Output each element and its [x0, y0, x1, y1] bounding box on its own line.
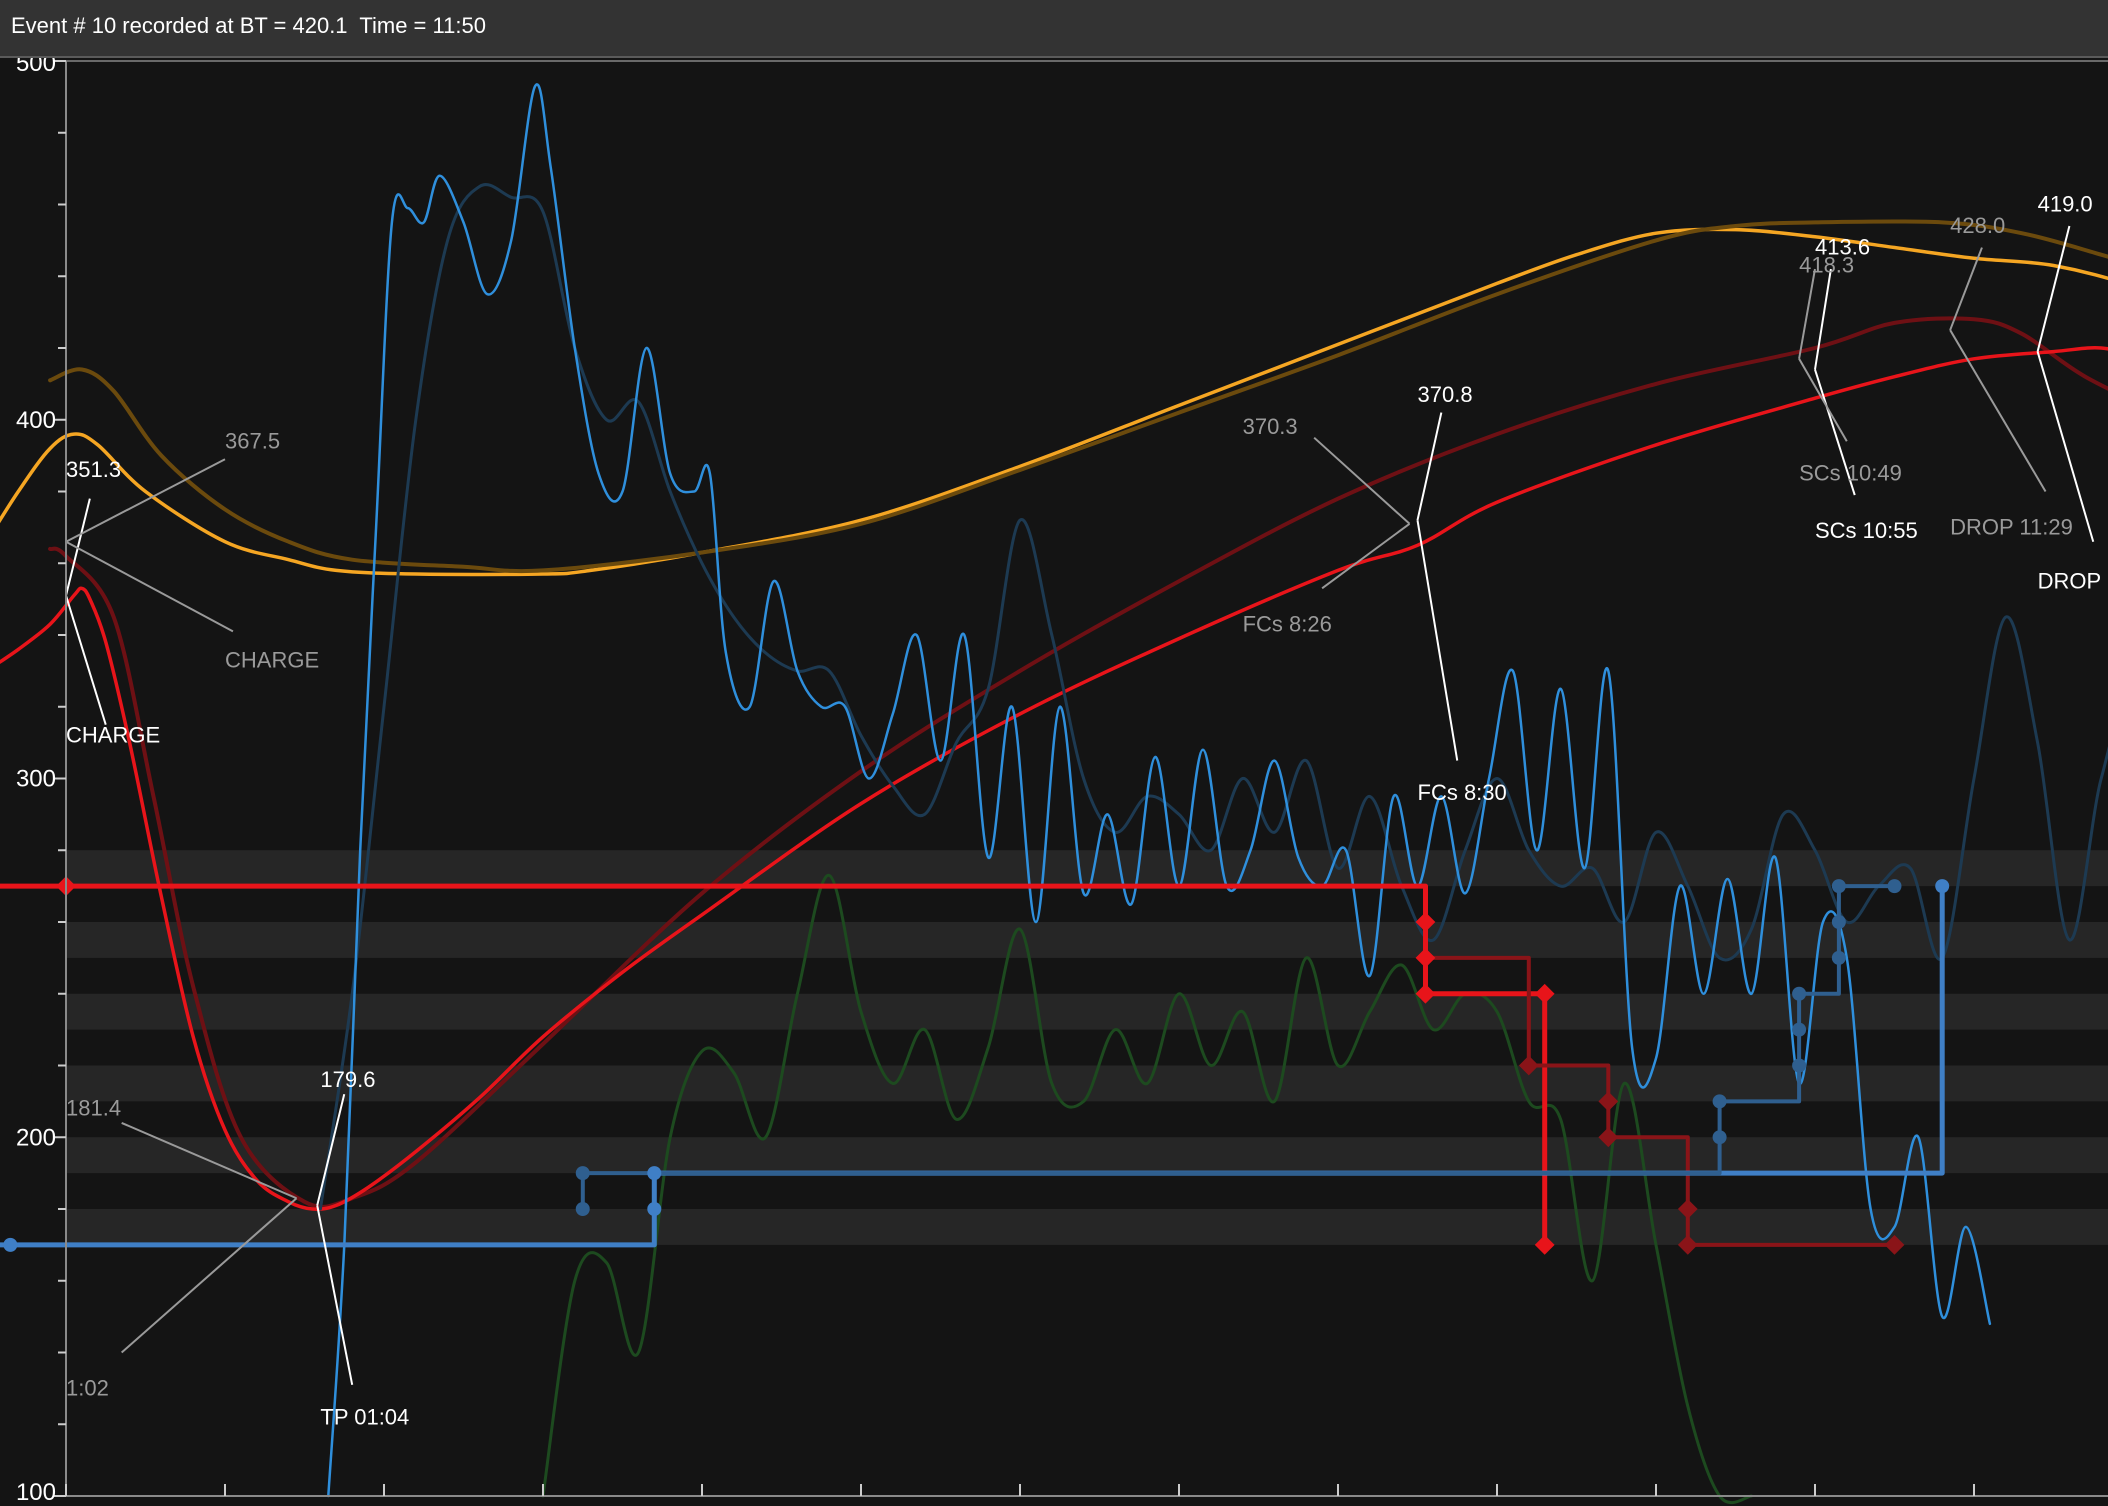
band-0	[66, 850, 2108, 887]
annotation-1-event-label: CHARGE	[225, 647, 319, 672]
annotation-7-leader-top	[1798, 268, 1816, 359]
marker-fan-background-3[interactable]	[1712, 1094, 1727, 1109]
marker-heater-background-5[interactable]	[1884, 1234, 1905, 1255]
band-5	[66, 1209, 2108, 1245]
series-heater-event	[0, 883, 1548, 1248]
annotation-1-leader-bottom	[65, 540, 234, 633]
marker-fan-event-2[interactable]	[647, 1166, 662, 1181]
marker-fan-event-1[interactable]	[647, 1202, 662, 1216]
y-tick-label-400: 400	[16, 407, 56, 434]
annotation-6-event-label: SCs 10:55	[1815, 518, 1918, 543]
annotation-9-leader-top	[1949, 247, 1983, 331]
series-et	[0, 227, 2108, 577]
annotation-5-leader-top	[1313, 436, 1411, 525]
y-tick-label-200: 200	[16, 1124, 56, 1151]
annotation-0-event-label: CHARGE	[66, 723, 160, 748]
y-tick-label-300: 300	[16, 766, 56, 793]
marker-fan-background-0[interactable]	[575, 1202, 590, 1216]
marker-fan-background-2[interactable]	[1712, 1130, 1727, 1145]
annotation-7-leader-bottom	[1798, 358, 1848, 442]
annotation-5-event-label: FCs 8:26	[1243, 611, 1332, 636]
annotation-0-leader-bottom	[65, 595, 107, 725]
annotation-7-value-label: 418.3	[1799, 253, 1854, 278]
marker-fan-background-4[interactable]	[1792, 1058, 1807, 1073]
annotation-8-leader-bottom	[2036, 351, 2095, 543]
bands-layer	[66, 850, 2108, 1245]
marker-fan-background-5[interactable]	[1792, 1022, 1807, 1037]
annotation-3-value-label: 181.4	[66, 1096, 121, 1121]
annotation-5-leader-bottom	[1321, 522, 1411, 590]
marker-heater-background-0[interactable]	[1518, 1055, 1539, 1076]
annotations-layer: 351.3 CHARGE 367.5 CHARGE 179.6 TP 01:04 181.4…	[65, 192, 2108, 1429]
annotation-3-event-label: 1:02	[66, 1376, 109, 1401]
annotation-6-leader-bottom	[1814, 369, 1856, 496]
marker-heater-event-4[interactable]	[1534, 983, 1555, 1004]
annotation-3-leader-bottom	[120, 1197, 298, 1354]
marker-fan-background-1[interactable]	[575, 1166, 590, 1181]
marker-heater-background-3[interactable]	[1677, 1199, 1698, 1219]
annotation-4-value-label: 370.8	[1418, 382, 1473, 407]
annotation-4-leader-top	[1416, 412, 1443, 521]
annotation-8-value-label: 419.0	[2038, 192, 2093, 217]
annotation-2-value-label: 179.6	[320, 1067, 375, 1092]
y-tick-label-500: 500	[16, 58, 56, 77]
marker-heater-event-5[interactable]	[1534, 1234, 1555, 1255]
annotation-2-event-label: TP 01:04	[320, 1404, 409, 1429]
marker-fan-background-10[interactable]	[1887, 879, 1902, 894]
marker-heater-background-2[interactable]	[1598, 1127, 1619, 1148]
y-tick-label-100: 100	[16, 1479, 56, 1506]
band-4	[66, 1137, 2108, 1174]
marker-fan-background-9[interactable]	[1831, 879, 1846, 894]
marker-heater-background-1[interactable]	[1598, 1091, 1619, 1112]
roast-profile-chart[interactable]: 351.3 CHARGE 367.5 CHARGE 179.6 TP 01:04 181.4…	[0, 58, 2108, 1506]
series-bt-ror-background	[318, 183, 2108, 1211]
annotation-3-leader-top	[121, 1121, 297, 1200]
annotation-9-event-label: DROP 11:29	[1950, 515, 2073, 540]
marker-fan-background-6[interactable]	[1792, 986, 1807, 1001]
annotation-0-value-label: 351.3	[66, 457, 121, 482]
annotation-6-value-label: 413.6	[1815, 235, 1870, 260]
annotation-6-leader-top	[1814, 268, 1832, 370]
annotation-4-leader-bottom	[1416, 520, 1459, 761]
annotation-7-event-label: SCs 10:49	[1799, 461, 1902, 486]
marker-heater-background-4[interactable]	[1677, 1234, 1698, 1255]
series-delta-background	[541, 873, 1753, 1505]
annotation-1-leader-top	[65, 458, 226, 543]
plot-background	[0, 58, 2108, 1506]
marker-fan-background-7[interactable]	[1831, 950, 1846, 965]
annotation-5-value-label: 370.3	[1243, 414, 1298, 439]
annotation-2-leader-top	[316, 1093, 346, 1206]
series-bt-background	[48, 316, 2108, 1209]
axes-layer: 100 200 300 400 500	[16, 58, 2108, 1506]
annotation-9-value-label: 428.0	[1950, 213, 2005, 238]
series-bt-ror	[327, 83, 1992, 1498]
annotation-8-event-label: DROP 1	[2038, 568, 2108, 593]
band-1	[66, 922, 2108, 958]
status-bar: Event # 10 recorded at BT = 420.1 Time =…	[0, 0, 2108, 58]
marker-fan-background-8[interactable]	[1831, 915, 1846, 929]
event-status-text: Event # 10 recorded at BT = 420.1 Time =…	[11, 13, 486, 38]
band-2	[66, 993, 2108, 1030]
marker-heater-event-1[interactable]	[1415, 912, 1436, 932]
annotation-8-leader-top	[2036, 225, 2071, 352]
marker-heater-event-3[interactable]	[1415, 983, 1436, 1004]
series-et-background	[48, 219, 2108, 574]
annotation-2-leader-bottom	[316, 1205, 354, 1385]
marker-fan-event-0[interactable]	[3, 1237, 18, 1252]
series-bt	[0, 345, 2108, 1211]
marker-fan-event-3[interactable]	[1935, 879, 1950, 894]
annotation-4-event-label: FCs 8:30	[1418, 780, 1507, 805]
annotation-9-leader-bottom	[1949, 329, 2047, 493]
annotation-1-value-label: 367.5	[225, 428, 280, 453]
marker-heater-event-2[interactable]	[1415, 947, 1436, 968]
